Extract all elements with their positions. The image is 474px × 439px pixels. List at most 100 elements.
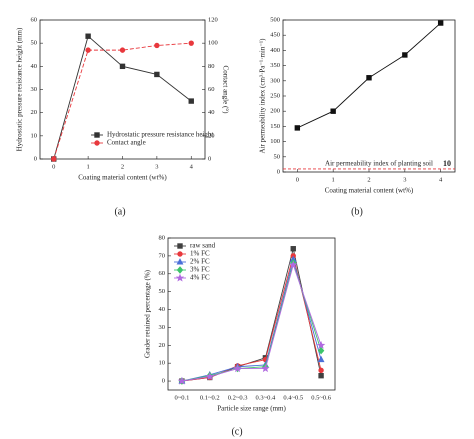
marker [177,376,187,385]
marker [175,273,185,282]
legend-label: 4% FC [190,274,210,282]
marker [205,372,214,381]
plot-frame [167,237,336,391]
marker [402,52,408,58]
legend-label: raw sand [190,242,216,250]
x-tick-label: 3 [403,176,406,183]
x-axis-label: Particle size range (mm) [217,405,286,413]
marker [85,33,91,39]
legend-label: 2% FC [190,258,210,266]
marker [177,243,183,249]
y-tick-label: 450 [270,32,280,39]
series-line [181,257,322,382]
y2-tick-label: 40 [208,109,215,116]
marker [176,266,184,274]
y-tick-label: 60 [159,270,166,277]
marker [154,71,160,78]
marker [316,340,326,349]
y2-axis-label: Contact angle (°) [221,66,229,115]
marker [119,47,126,53]
x-tick-label: 1 [332,176,335,183]
y2-tick-label: 100 [208,40,218,47]
legend-label: Hydrostatic pressure resistance height [107,131,213,139]
y-tick-label: 500 [270,16,280,23]
marker [176,258,184,265]
series-line [181,263,322,382]
x-tick-label: 0.5~0.6 [311,394,332,401]
y-tick-label: 20 [159,342,166,349]
marker [85,47,91,53]
marker [317,355,325,363]
x-tick-label: 3 [155,163,158,170]
series-line [53,42,192,160]
x-tick-label: 4 [190,163,194,170]
marker [318,367,324,374]
marker [94,132,100,138]
x-tick-label: 0.2~0.3 [228,394,248,401]
series [51,40,194,162]
y-tick-label: 300 [270,77,280,84]
y-tick-label: 200 [270,108,280,115]
marker [188,40,194,46]
legend-label: 3% FC [190,266,210,274]
marker [119,63,126,70]
y2-tick-label: 60 [208,86,215,93]
y-tick-label: 40 [31,63,38,70]
y-tick-label: 0 [34,155,37,162]
y-tick-label: 100 [270,138,280,145]
legend-label: 1% FC [190,250,210,258]
x-tick-label: 1 [87,163,90,170]
y-tick-label: 10 [159,360,166,367]
y-tick-label: 10 [31,132,38,139]
y-tick-label: 400 [270,47,280,54]
y-tick-label: 50 [274,153,281,160]
marker [290,246,296,252]
y-tick-label: 50 [159,288,166,295]
marker [188,98,194,104]
x-tick-label: 0.1~0.2 [200,394,220,401]
y-tick-label: 150 [270,123,280,130]
y-tick-label: 250 [270,92,280,99]
y-axis-label: Hydrostatic pressure resistance height (… [16,27,24,151]
series [177,260,326,385]
y-tick-label: 60 [31,16,38,23]
marker [317,346,325,355]
y-axis-label: Grader retained percentage (%) [144,269,152,358]
marker [318,372,324,379]
y-tick-label: 0 [162,378,165,385]
y-tick-label: 40 [159,306,166,313]
marker [233,364,242,373]
marker [366,75,372,81]
y2-tick-label: 80 [208,63,215,70]
y-tick-label: 350 [270,62,280,69]
x-tick-label: 4 [439,176,443,183]
panel-label: (b) [351,206,363,217]
y-tick-label: 30 [31,86,38,93]
y-tick-label: 50 [31,40,38,47]
x-tick-label: 0~0.1 [174,394,189,401]
marker [261,364,270,373]
x-tick-label: 0 [52,163,55,170]
x-axis-label: Coating material content (wt%) [78,174,167,182]
marker [437,20,444,26]
x-tick-label: 2 [367,176,370,183]
marker [289,260,298,269]
reference-value: 10 [443,159,451,168]
panel-label: (c) [231,426,242,437]
y-tick-label: 80 [159,234,166,241]
marker [294,125,301,131]
y2-tick-label: 20 [208,132,215,139]
panel-label: (a) [114,206,125,217]
legend-label: Contact angle [107,139,146,147]
y-tick-label: 0 [277,168,280,175]
series [294,20,444,131]
marker [51,156,57,162]
x-tick-label: 0.3~0.4 [256,394,277,401]
plot-frame [282,19,456,173]
x-axis-label: Coating material content (wt%) [325,187,414,195]
reference-label: Air permeability index of planting soil [325,160,433,168]
marker [330,108,336,114]
y-tick-label: 20 [31,109,38,116]
y2-tick-label: 0 [208,155,211,162]
